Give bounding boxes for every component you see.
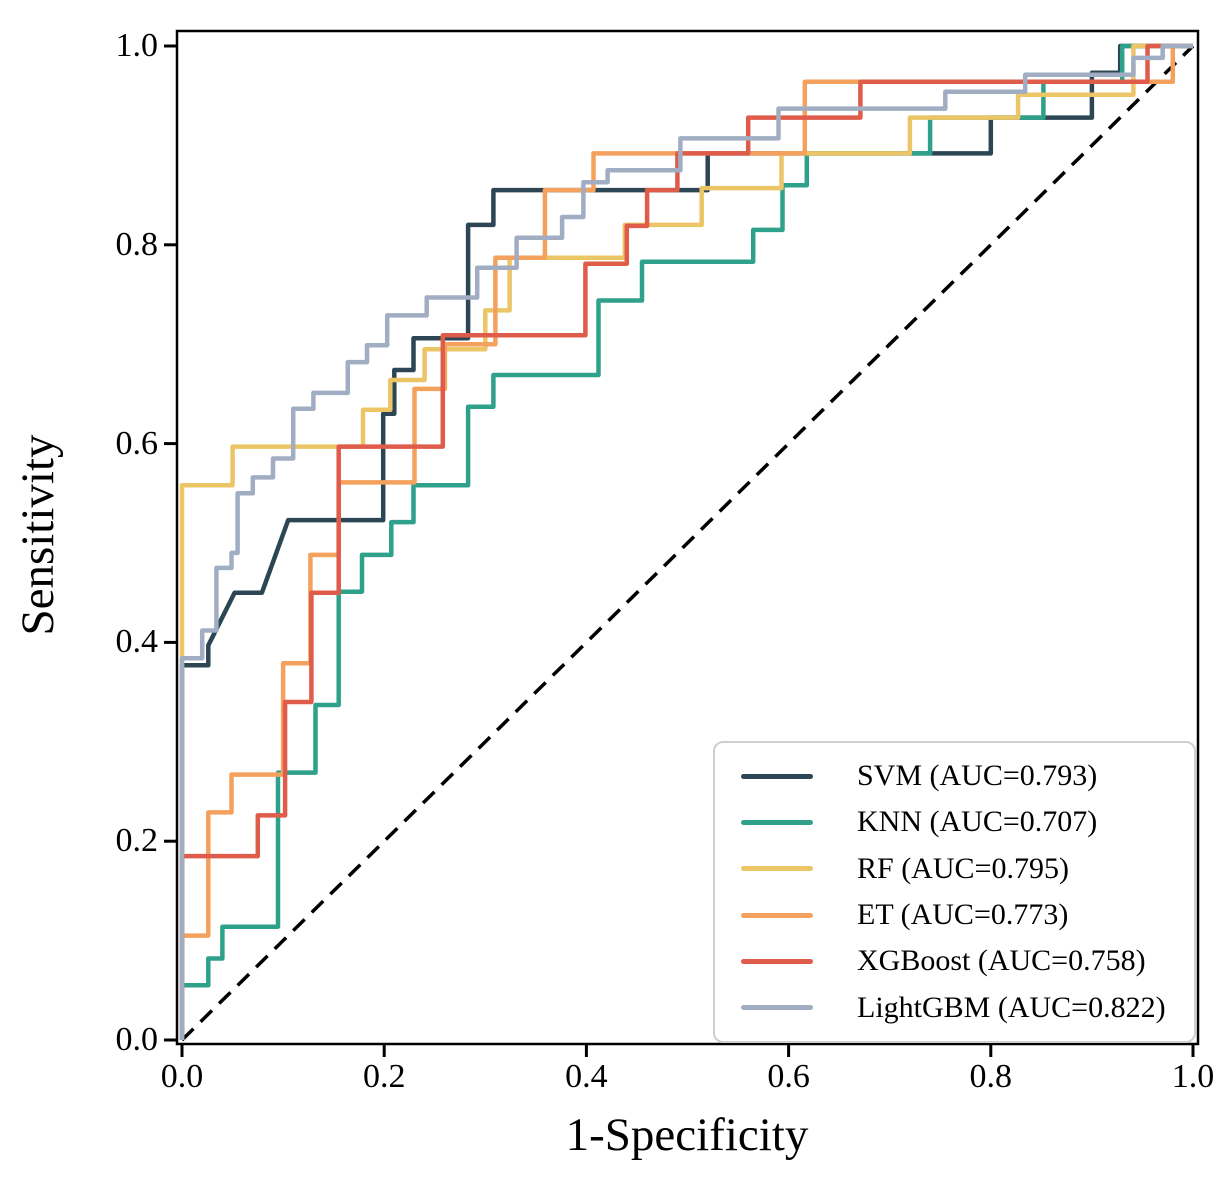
roc-curve-lightgbm — [179, 43, 1193, 1040]
x-tick-label-0.8: 0.8 — [969, 1058, 1013, 1095]
y-tick-label-1.0: 1.0 — [115, 27, 159, 64]
y-tick-label-0.2: 0.2 — [115, 822, 159, 860]
legend-label-xgboost: XGBoost (AUC=0.758) — [857, 944, 1146, 978]
x-tick-label-0.4: 0.4 — [565, 1058, 608, 1095]
legend-swatch-et — [741, 912, 813, 918]
x-tick-label-1.0: 1.0 — [1171, 1058, 1215, 1095]
legend-swatch-svm — [741, 773, 813, 779]
axes-frame — [175, 29, 1200, 1046]
y-tick-label-0.4: 0.4 — [115, 623, 159, 661]
legend-label-rf: RF (AUC=0.795) — [857, 851, 1069, 885]
legend-label-knn: KNN (AUC=0.707) — [857, 805, 1098, 839]
legend-swatch-rf — [741, 866, 813, 872]
legend-swatch-lightgbm — [741, 1005, 813, 1011]
legend-label-svm: SVM (AUC=0.793) — [857, 759, 1098, 793]
legend-item-rf: RF (AUC=0.795) — [715, 852, 1194, 886]
chance-diagonal-line — [180, 44, 1195, 1042]
legend-box: SVM (AUC=0.793) KNN (AUC=0.707) RF (AUC=0.… — [713, 741, 1196, 1043]
legend-item-knn: KNN (AUC=0.707) — [715, 805, 1194, 839]
legend-item-xgboost: XGBoost (AUC=0.758) — [715, 944, 1194, 978]
legend-label-lightgbm: LightGBM (AUC=0.822) — [857, 990, 1166, 1024]
legend-swatch-knn — [741, 819, 813, 825]
x-tick-label-0.0: 0.0 — [160, 1058, 204, 1095]
y-axis-title: Sensitivity — [12, 434, 64, 636]
legend-label-et: ET (AUC=0.773) — [857, 898, 1069, 932]
legend-item-lightgbm: LightGBM (AUC=0.822) — [715, 991, 1194, 1025]
x-tick-label-0.2: 0.2 — [362, 1058, 406, 1095]
y-tick-label-0.6: 0.6 — [115, 424, 159, 462]
legend-item-et: ET (AUC=0.773) — [715, 898, 1194, 932]
x-axis-title: 1-Specificity — [565, 1109, 809, 1161]
roc-curve-xgboost — [179, 43, 1193, 1040]
x-tick-label-0.6: 0.6 — [767, 1058, 810, 1095]
legend-item-svm: SVM (AUC=0.793) — [715, 759, 1194, 793]
y-tick-label-0.8: 0.8 — [115, 225, 159, 263]
y-tick-label-0.0: 0.0 — [115, 1021, 159, 1058]
legend-swatch-xgboost — [741, 958, 813, 964]
